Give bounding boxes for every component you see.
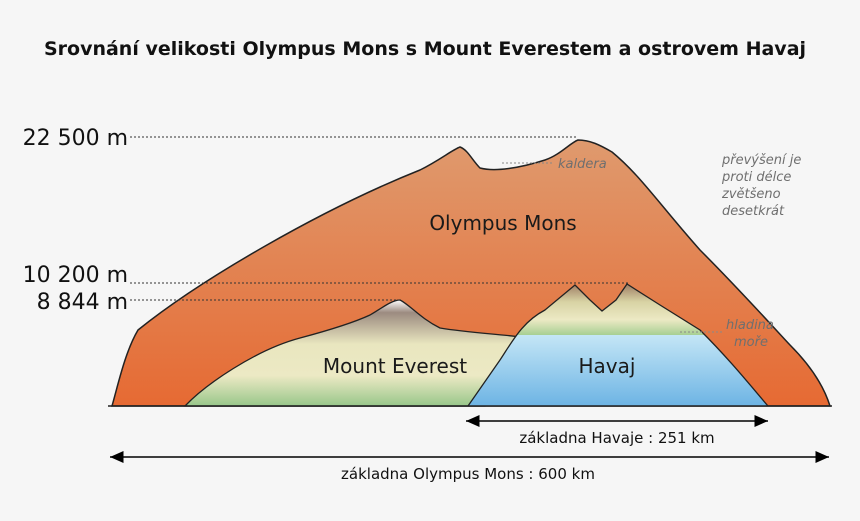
havaj-base-label: základna Havaje : 251 km [519, 429, 714, 447]
sea-level-label-line-2: moře [734, 335, 768, 350]
altitude-label-8844: 8 844 m [37, 290, 128, 315]
altitude-label-22500: 22 500 m [23, 126, 128, 151]
altitude-label-10200: 10 200 m [23, 263, 128, 288]
sea-level-label-line-1: hladina [726, 318, 774, 333]
exaggeration-note-line-1: převýšení je [721, 153, 801, 168]
olympus-base-label: základna Olympus Mons : 600 km [341, 465, 595, 483]
label-mount-everest: Mount Everest [323, 354, 467, 378]
label-havaj: Havaj [579, 354, 636, 378]
exaggeration-note-line-2: proti délce [721, 170, 791, 185]
exaggeration-note-line-3: zvětšeno [721, 187, 781, 202]
exaggeration-note-line-4: desetkrát [722, 204, 785, 219]
caldera-label: kaldera [558, 157, 607, 172]
label-olympus-mons: Olympus Mons [429, 211, 576, 235]
diagram-title: Srovnání velikosti Olympus Mons s Mount … [44, 38, 806, 60]
